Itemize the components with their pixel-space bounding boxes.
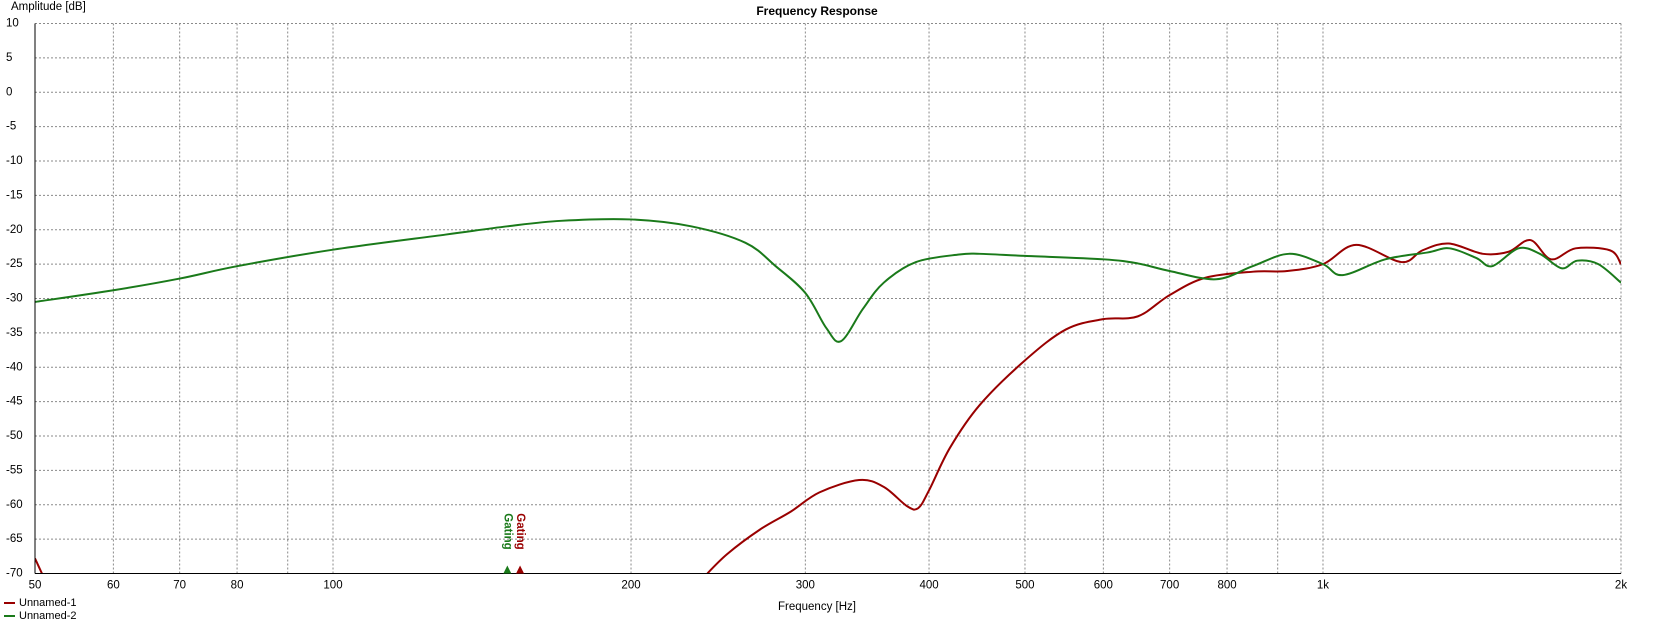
x-tick-label: 70 xyxy=(173,580,186,592)
y-tick-label: -65 xyxy=(6,533,23,545)
y-tick-label: -60 xyxy=(6,499,23,511)
series-line xyxy=(35,239,1621,574)
y-tick-label: -40 xyxy=(6,361,23,373)
y-tick-label: -5 xyxy=(6,121,16,133)
y-tick-label: -25 xyxy=(6,258,23,270)
gating-label: Gating xyxy=(514,513,526,549)
y-tick-label: -10 xyxy=(6,155,23,167)
legend-label: Unnamed-2 xyxy=(19,610,76,622)
x-tick-label: 1k xyxy=(1317,580,1329,592)
x-tick-label: 400 xyxy=(919,580,938,592)
y-tick-label: -70 xyxy=(6,568,23,580)
gating-marker xyxy=(516,565,525,574)
x-tick-label: 200 xyxy=(621,580,640,592)
gating-label: Gating xyxy=(501,513,513,549)
x-tick-label: 800 xyxy=(1217,580,1236,592)
y-tick-label: 0 xyxy=(6,86,12,98)
y-tick-label: 5 xyxy=(6,52,12,64)
x-tick-label: 100 xyxy=(323,580,342,592)
x-tick-label: 80 xyxy=(231,580,244,592)
grid xyxy=(34,23,1622,574)
y-axis-label: Amplitude [dB] xyxy=(11,1,86,13)
x-tick-label: 60 xyxy=(107,580,120,592)
y-tick-label: -20 xyxy=(6,224,23,236)
y-tick-label: -35 xyxy=(6,327,23,339)
y-tick-label: -45 xyxy=(6,396,23,408)
legend-label: Unnamed-1 xyxy=(19,597,76,609)
x-tick-label: 500 xyxy=(1015,580,1034,592)
y-tick-label: -55 xyxy=(6,464,23,476)
gating-marker xyxy=(503,565,512,574)
x-tick-label: 700 xyxy=(1160,580,1179,592)
y-tick-label: -30 xyxy=(6,293,23,305)
y-tick-label: -15 xyxy=(6,189,23,201)
x-tick-label: 600 xyxy=(1094,580,1113,592)
plot-area xyxy=(35,218,1621,574)
chart-title: Frequency Response xyxy=(756,4,878,18)
series-line xyxy=(35,218,1621,343)
x-tick-label: 50 xyxy=(29,580,42,592)
y-tick-label: 10 xyxy=(6,18,19,30)
x-axis-label: Frequency [Hz] xyxy=(778,601,856,613)
x-tick-label: 2k xyxy=(1615,580,1627,592)
y-tick-label: -50 xyxy=(6,430,23,442)
x-tick-label: 300 xyxy=(796,580,815,592)
